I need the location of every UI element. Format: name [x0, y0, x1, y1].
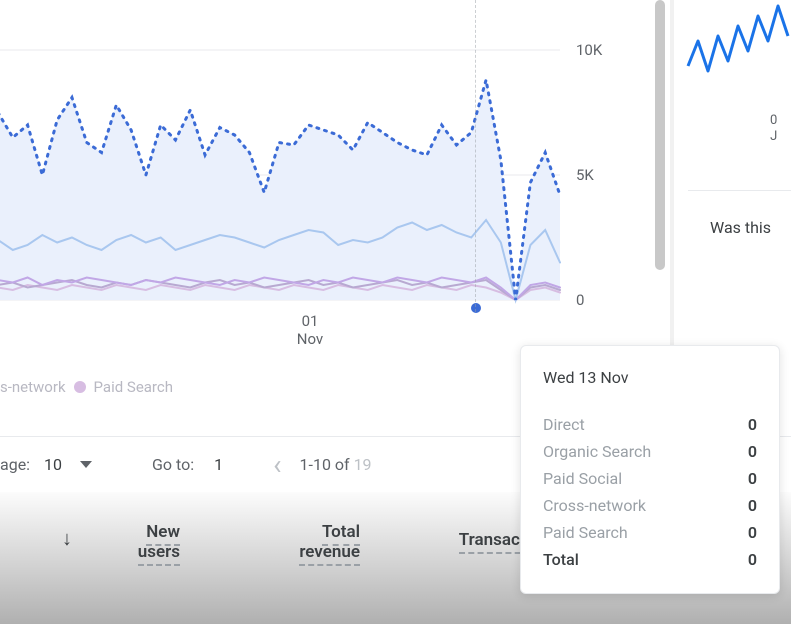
chart-tooltip: Wed 13 Nov Direct0 Organic Search0 Paid So… — [520, 345, 780, 594]
tooltip-row: Paid Search0 — [543, 523, 757, 542]
analytics-report-fragment: 0 5K 10K 01Nov 0 J Was this s-network Paid … — [0, 0, 791, 624]
column-total-revenue[interactable]: Total revenue — [240, 522, 360, 562]
svg-text:10K: 10K — [576, 41, 603, 59]
tooltip-date: Wed 13 Nov — [543, 368, 757, 387]
mini-chart-xlabel: 0 J — [770, 113, 777, 144]
tooltip-row: Organic Search0 — [543, 442, 757, 461]
chart-canvas: 0 5K 10K 01Nov — [0, 0, 620, 360]
tooltip-row: Direct0 — [543, 415, 757, 434]
chart-cursor-line — [475, 0, 476, 312]
sort-desc-icon[interactable]: ↓ — [62, 526, 72, 551]
legend-item-label: Paid Search — [94, 378, 173, 396]
rows-per-page-select[interactable]: 10 — [44, 455, 92, 474]
panel-scrollbar-thumb[interactable] — [655, 0, 665, 270]
chart-legend: s-network Paid Search — [0, 378, 173, 396]
feedback-card[interactable]: Was this — [688, 190, 791, 260]
feedback-text: Was this — [710, 218, 771, 237]
svg-text:5K: 5K — [576, 166, 594, 184]
prev-page-button[interactable]: ‹ — [273, 451, 281, 479]
column-new-users[interactable]: New users — [90, 522, 180, 562]
column-transactions[interactable]: Transacti — [400, 530, 530, 550]
legend-item-label: s-network — [0, 378, 66, 396]
svg-text:01: 01 — [302, 312, 319, 330]
chevron-down-icon — [80, 461, 92, 468]
rows-per-page-label: age: — [0, 455, 30, 474]
tooltip-total-row: Total 0 — [543, 550, 757, 569]
traffic-chart[interactable]: 0 5K 10K 01Nov — [0, 0, 620, 360]
tooltip-row: Paid Social0 — [543, 469, 757, 488]
svg-text:0: 0 — [576, 291, 584, 309]
goto-input[interactable]: 1 — [214, 455, 223, 474]
svg-text:Nov: Nov — [297, 330, 323, 348]
goto-label: Go to: — [152, 455, 194, 474]
legend-dot-icon — [74, 381, 86, 393]
tooltip-row: Cross-network0 — [543, 496, 757, 515]
page-range: 1-10 of 19 — [300, 455, 372, 474]
